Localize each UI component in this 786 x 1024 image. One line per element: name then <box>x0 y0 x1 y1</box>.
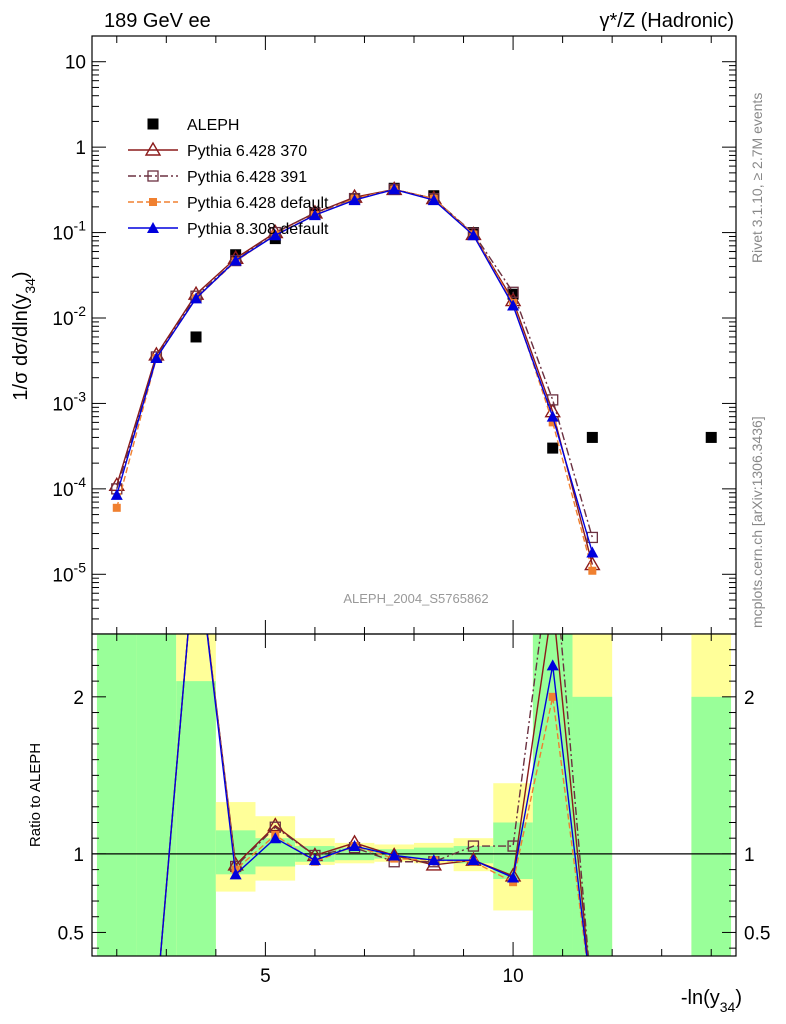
ratio-y-tick-label: 1 <box>73 845 84 866</box>
data-point-aleph <box>547 442 559 454</box>
legend-marker-aleph <box>147 118 159 130</box>
data-point-aleph <box>190 331 202 343</box>
legend-marker-pythia-6-428-391 <box>147 170 159 182</box>
legend-marker-pythia-8-308-default <box>147 222 159 233</box>
data-point-pythia-8-308-default <box>110 488 123 500</box>
legend-label-pythia-8-308-default: Pythia 8.308 default <box>187 221 329 238</box>
data-point-pythia-6-428-391 <box>507 286 519 298</box>
ratio-y-axis-title: Ratio to ALEPH <box>27 743 44 847</box>
ratio-y-tick-label-right: 0.5 <box>744 923 770 944</box>
ratio-point-pythia-6-428-default <box>548 692 557 701</box>
data-point-pythia-8-308-default <box>586 546 599 558</box>
data-point-pythia-8-308-default <box>348 194 361 206</box>
uncertainty-band-green <box>96 634 137 956</box>
uncertainty-band-green <box>532 634 573 956</box>
series-line-pythia-6-428-370 <box>116 188 594 565</box>
x-axis-title: -ln(y34) <box>681 987 742 1015</box>
rivet-note: Rivet 3.1.10, ≥ 2.7M events <box>749 93 765 263</box>
legend: ALEPH Pythia 6.428 370 Pythia 6.428 391 Pyt… <box>128 117 329 238</box>
mcplots-note: mcplots.cern.ch [arXiv:1306.3436] <box>749 416 765 628</box>
data-point-pythia-8-308-default <box>308 209 321 221</box>
y-tick-label: 10-2 <box>52 303 86 330</box>
y-tick-label: 10-1 <box>52 218 86 245</box>
x-tick-label: 10 <box>503 966 524 987</box>
ratio-y-tick-label: 0.5 <box>58 923 84 944</box>
main-y-axis-title: 1/σ dσ/dln(y34) <box>10 271 38 400</box>
ratio-point-pythia-8-308-default <box>348 840 361 852</box>
data-point-pythia-8-308-default <box>388 183 401 195</box>
data-point-pythia-8-308-default <box>427 194 440 206</box>
uncertainty-band-green <box>691 696 732 956</box>
series-line-pythia-6-428-391 <box>116 188 594 538</box>
legend-label-pythia-6-428-370: Pythia 6.428 370 <box>187 143 307 160</box>
header-left: 189 GeV ee <box>104 10 211 32</box>
data-point-pythia-6-428-default <box>112 503 121 512</box>
header-right: γ*/Z (Hadronic) <box>600 10 734 32</box>
ratio-y-tick-label-right: 1 <box>744 845 755 866</box>
ratio-point-pythia-8-308-default <box>427 854 440 866</box>
ratio-point-pythia-8-308-default <box>467 854 480 866</box>
data-point-pythia-8-308-default <box>467 229 480 241</box>
data-point-pythia-8-308-default <box>269 229 282 241</box>
uncertainty-band-green <box>176 681 216 956</box>
ratio-point-pythia-8-308-default <box>308 854 321 866</box>
ratio-point-pythia-8-308-default <box>507 871 520 883</box>
ratio-line-pythia-6-428-370 <box>159 634 589 956</box>
y-tick-label: 10 <box>65 53 86 74</box>
data-point-pythia-6-428-default <box>548 418 557 427</box>
main-panel: ALEPH_2004_S5765862 10-5 10-4 10-3 10-2 10-1… <box>10 35 737 635</box>
data-point-pythia-8-308-default <box>150 352 163 364</box>
data-point-pythia-6-428-default <box>588 566 597 575</box>
ratio-point-pythia-8-308-default <box>546 659 559 671</box>
series-line-pythia-6-428-default <box>116 188 594 571</box>
ratio-point-pythia-8-308-default <box>229 868 242 880</box>
series-line-pythia-8-308-default <box>116 188 594 553</box>
ratio-line-pythia-6-428-391 <box>159 634 590 956</box>
data-point-pythia-6-428-391 <box>547 394 559 406</box>
ratio-point-pythia-6-428-391 <box>467 840 480 852</box>
ratio-line-pythia-6-428-default <box>159 634 587 956</box>
y-tick-label: 10-5 <box>52 559 86 586</box>
data-point-aleph <box>705 431 717 443</box>
legend-label-aleph: ALEPH <box>187 117 239 134</box>
data-point-pythia-8-308-default <box>229 254 242 266</box>
ratio-y-tick-label: 2 <box>73 688 84 709</box>
data-point-pythia-8-308-default <box>507 299 520 311</box>
ratio-y-tick-label-right: 2 <box>744 688 755 709</box>
uncertainty-band-green <box>136 634 177 956</box>
data-point-pythia-8-308-default <box>546 410 559 422</box>
ratio-point-pythia-6-428-391 <box>507 840 519 852</box>
ratio-point-pythia-8-308-default <box>269 832 282 844</box>
ratio-point-pythia-6-428-370 <box>267 817 284 832</box>
x-tick-label: 5 <box>260 966 271 987</box>
y-tick-label: 1 <box>75 138 86 159</box>
uncertainty-band-green <box>572 696 613 956</box>
ratio-panel: 0.5 0.5 1 1 2 2 5 10 Ratio to ALEPH <box>27 633 770 987</box>
legend-label-pythia-6-428-391: Pythia 6.428 391 <box>187 169 307 186</box>
ratio-line-pythia-8-308-default <box>159 634 588 956</box>
legend-marker-pythia-6-428-370 <box>144 141 162 156</box>
y-tick-label: 10-3 <box>52 388 86 415</box>
data-point-pythia-8-308-default <box>190 292 203 304</box>
legend-marker-pythia-6-428-default <box>149 198 157 206</box>
legend-label-pythia-6-428-default: Pythia 6.428 default <box>187 195 329 212</box>
ratio-point-pythia-8-308-default <box>388 849 401 861</box>
data-point-aleph <box>586 431 598 443</box>
y-tick-label: 10-4 <box>52 474 86 501</box>
analysis-watermark: ALEPH_2004_S5765862 <box>343 591 488 606</box>
